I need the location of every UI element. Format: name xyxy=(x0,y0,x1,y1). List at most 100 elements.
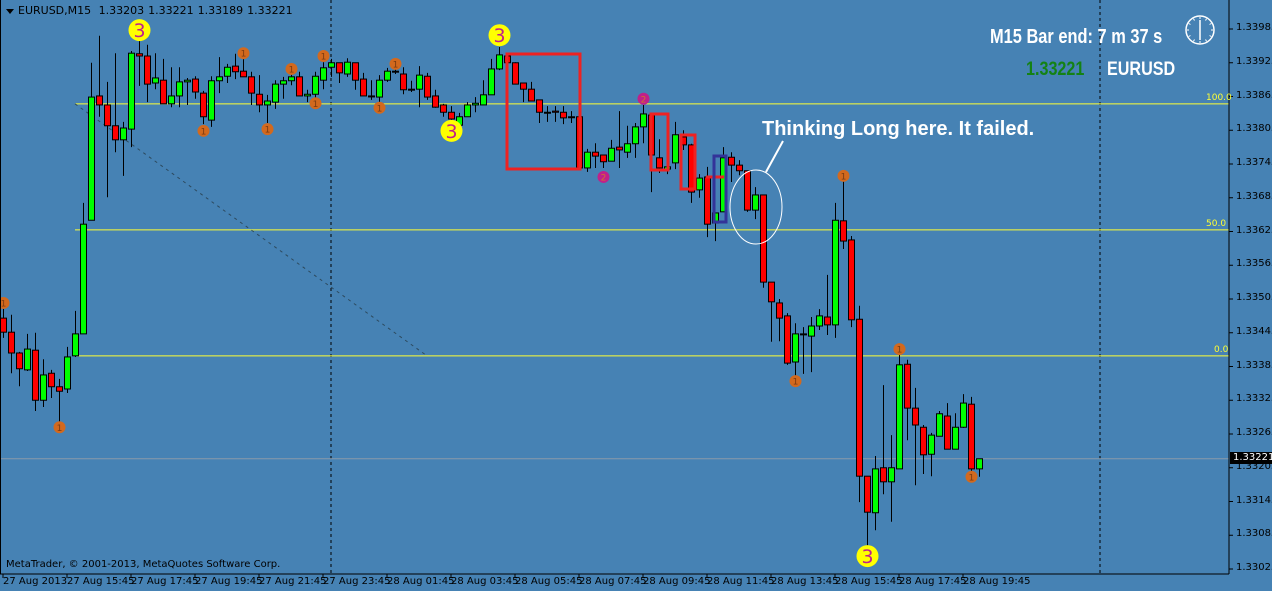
fib-level-label: 0.0 xyxy=(1214,344,1229,355)
y-tick-label: 1.33565 xyxy=(1236,258,1272,270)
candle-body-bear xyxy=(16,352,23,370)
svg-text:2: 2 xyxy=(641,95,647,105)
candle-body-bear xyxy=(232,65,239,73)
y-tick-label: 1.33325 xyxy=(1236,393,1272,405)
candle xyxy=(976,458,983,477)
wave-marker-3: 3 xyxy=(128,19,151,42)
candle-body-bear xyxy=(728,156,735,166)
candle-body-bull xyxy=(120,127,127,141)
candle-body-bear xyxy=(912,407,919,426)
candle-body-bull xyxy=(88,96,95,221)
candle xyxy=(584,148,591,172)
y-tick-label: 1.33685 xyxy=(1236,190,1272,202)
candle xyxy=(904,359,911,441)
candle-body-bear xyxy=(904,363,911,409)
candle-body-bear xyxy=(528,88,535,102)
candle xyxy=(424,72,431,100)
candle-body-bear xyxy=(432,95,439,108)
candle xyxy=(176,67,183,108)
y-tick-label: 1.33745 xyxy=(1236,157,1272,168)
candle xyxy=(224,63,231,83)
candle xyxy=(200,90,207,125)
candle xyxy=(544,106,551,122)
candle-body-bear xyxy=(848,239,855,321)
dropdown-triangle-icon[interactable] xyxy=(6,8,14,14)
svg-text:3: 3 xyxy=(861,546,873,568)
candle-body-bear xyxy=(920,426,927,456)
candle xyxy=(592,143,599,168)
current-price-tag: 1.33221 xyxy=(1230,452,1272,464)
candle xyxy=(784,313,791,365)
candle-body-bear xyxy=(408,88,415,91)
candle-body-bull xyxy=(752,194,759,211)
svg-text:1: 1 xyxy=(313,100,319,110)
red-rectangle-3[interactable] xyxy=(679,133,697,191)
candle xyxy=(800,327,807,374)
y-tick-label: 1.33145 xyxy=(1236,494,1272,506)
blue-rectangle[interactable] xyxy=(712,154,728,224)
candle-body-bear xyxy=(104,104,111,127)
candle xyxy=(944,403,951,450)
candle xyxy=(312,71,319,99)
y-tick-label: 1.33385 xyxy=(1236,359,1272,371)
candle xyxy=(48,369,55,398)
candle xyxy=(472,97,479,113)
candle xyxy=(328,58,335,77)
candle xyxy=(96,35,103,117)
candle-body-bear xyxy=(296,76,303,97)
candle xyxy=(696,174,703,198)
ohlc-high: 1.33221 xyxy=(148,4,194,17)
candle xyxy=(272,80,279,109)
candle-body-bull xyxy=(152,77,159,84)
callout-line[interactable] xyxy=(765,140,784,173)
trendline[interactable] xyxy=(74,103,428,357)
drawn-objects xyxy=(505,52,784,245)
candle xyxy=(120,121,127,176)
candle-body-bull xyxy=(312,75,319,95)
candle-body-bull xyxy=(208,80,215,121)
candle-body-bear xyxy=(600,154,607,163)
candle xyxy=(488,58,495,96)
red-rectangle-2[interactable] xyxy=(649,112,670,172)
candle-body-bull xyxy=(568,116,575,119)
candle-body-bear xyxy=(352,62,359,81)
candle xyxy=(848,236,855,328)
period-separators xyxy=(0,0,1229,574)
x-tick-label: 28 Aug 11:45 xyxy=(707,576,775,587)
candle xyxy=(72,310,79,357)
annotation-text: Thinking Long here. It failed. xyxy=(762,118,1035,140)
candle xyxy=(0,306,7,338)
candle xyxy=(632,122,639,158)
candle xyxy=(40,359,47,407)
candle-body-bull xyxy=(608,147,615,162)
svg-text:3: 3 xyxy=(133,20,145,42)
ohlc-open: 1.33203 xyxy=(98,4,145,17)
candle xyxy=(64,346,71,393)
candle xyxy=(160,58,167,105)
candle-body-bear xyxy=(768,281,775,303)
y-tick-label: 1.33085 xyxy=(1236,528,1272,540)
wave-marker-1: 1 xyxy=(53,421,66,434)
candle xyxy=(80,202,87,335)
candle-body-bear xyxy=(256,93,263,106)
candle xyxy=(336,62,343,83)
candle xyxy=(8,314,15,374)
candle xyxy=(672,121,679,170)
candle-body-bull xyxy=(952,426,959,450)
candle-body-bull xyxy=(368,95,375,98)
candle-body-bear xyxy=(744,170,751,211)
white-ellipse[interactable] xyxy=(729,169,783,245)
candle-body-bear xyxy=(840,220,847,242)
candle xyxy=(152,53,159,90)
candle xyxy=(344,58,351,77)
svg-text:1: 1 xyxy=(377,104,383,114)
red-rectangle-1[interactable] xyxy=(505,52,582,171)
candle xyxy=(568,111,575,123)
ohlc-close: 1.33221 xyxy=(247,4,293,17)
candle-body-bear xyxy=(448,111,455,120)
candle xyxy=(928,432,935,477)
candle-body-bear xyxy=(616,146,623,151)
candle-body-bear xyxy=(48,372,55,388)
candle-body-bull xyxy=(328,62,335,68)
